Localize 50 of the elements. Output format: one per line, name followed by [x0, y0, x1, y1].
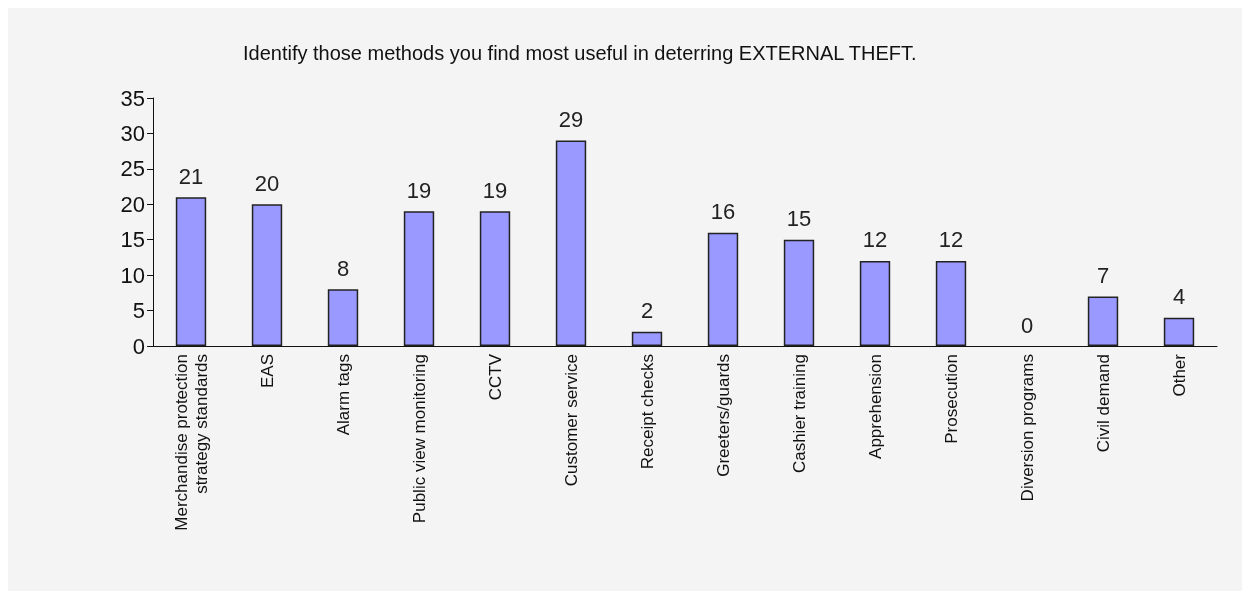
bar [251, 204, 283, 346]
data-label: 19 [406, 177, 432, 203]
data-label: 0 [1020, 312, 1034, 338]
y-tick-label: 35 [120, 85, 145, 111]
x-tick-label: Other [1169, 353, 1189, 397]
x-tick-label: Receipt checks [637, 354, 657, 470]
data-label: 15 [786, 206, 812, 232]
y-tick-label: 15 [120, 227, 145, 253]
x-tick-label: Prosecution [941, 354, 961, 444]
data-label: 21 [178, 163, 204, 189]
x-tick-label: CCTV [485, 353, 505, 401]
data-label: 12 [862, 227, 888, 253]
data-label: 7 [1096, 262, 1110, 288]
bar [327, 289, 359, 346]
bar [555, 140, 587, 346]
bar [175, 197, 207, 346]
y-tick-label: 20 [120, 191, 145, 217]
x-tick-label: Customer service [561, 354, 581, 487]
bar [707, 232, 739, 346]
y-tick-label: 30 [120, 120, 145, 146]
data-label: 12 [938, 227, 964, 253]
x-tick-label: Greeters/guards [713, 354, 733, 477]
bar [1087, 296, 1119, 346]
bar [479, 211, 511, 346]
data-label: 19 [482, 177, 508, 203]
x-tick-label: Merchandise protection strategy standards [171, 354, 211, 531]
data-label: 2 [640, 298, 654, 324]
bar [403, 211, 435, 346]
data-label: 4 [1172, 284, 1186, 310]
bar [1163, 317, 1195, 346]
bar [783, 239, 815, 346]
y-tick-label: 0 [132, 333, 145, 359]
data-label: 8 [336, 255, 350, 281]
x-tick-label: EAS [257, 354, 277, 389]
data-label: 29 [558, 107, 584, 133]
x-tick-label: Alarm tags [333, 354, 353, 436]
x-tick-label: Civil demand [1093, 354, 1113, 453]
data-label: 20 [254, 170, 280, 196]
bar [631, 331, 663, 346]
chart-title: Identify those methods you find most useful in deterring EXTERNAL THEFT. [243, 42, 917, 64]
x-tick-label: Diversion programs [1017, 354, 1037, 502]
x-tick-label: Public view monitoring [409, 354, 429, 524]
x-tick-label: Cashier training [789, 354, 809, 474]
y-tick-label: 5 [132, 298, 145, 324]
y-tick-label: 10 [120, 262, 145, 288]
x-tick-label: Apprehension [865, 354, 885, 459]
bar [859, 260, 891, 346]
y-tick-label: 25 [120, 156, 145, 182]
data-label: 16 [710, 199, 736, 225]
bar [935, 260, 967, 346]
